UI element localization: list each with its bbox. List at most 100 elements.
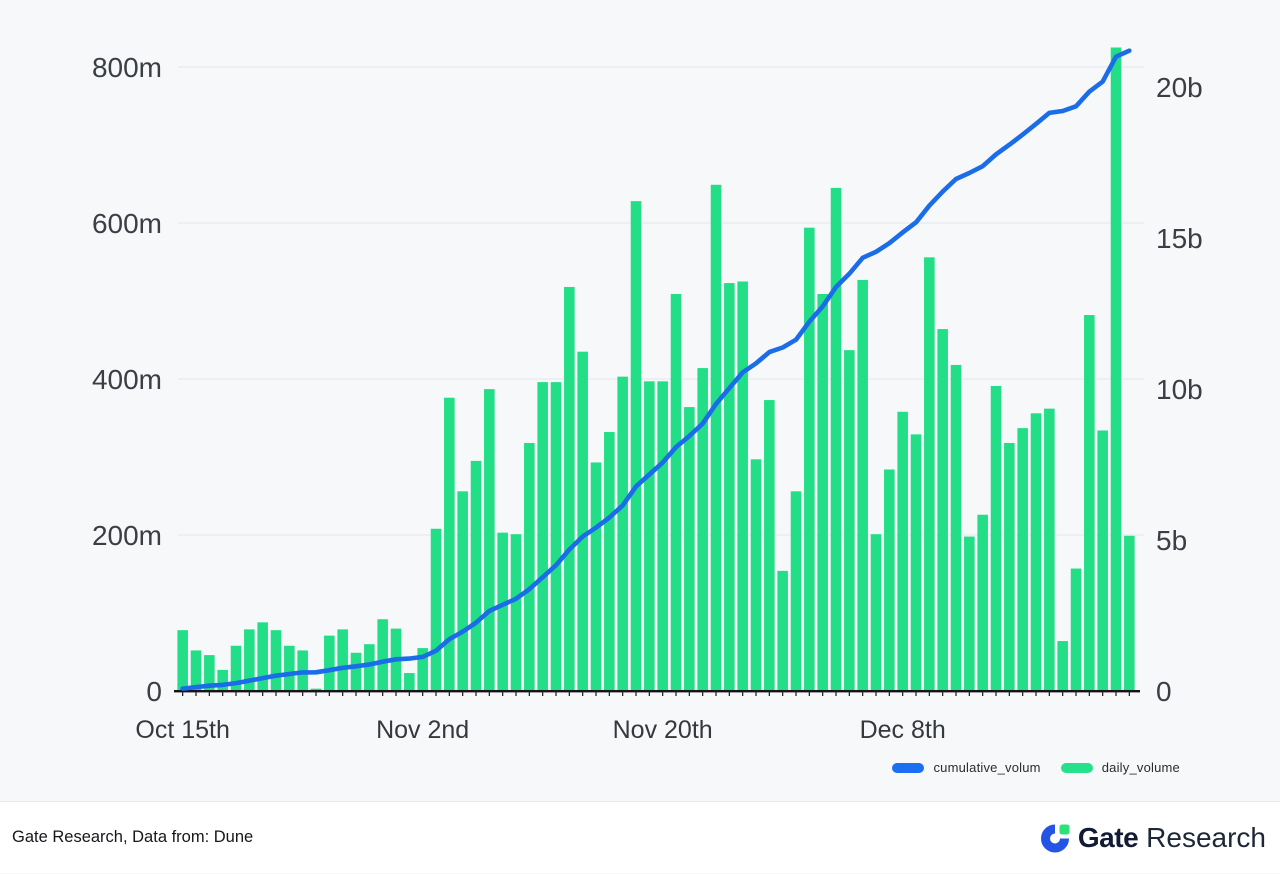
- bar-daily-volume: [924, 257, 935, 691]
- bar-daily-volume: [844, 350, 855, 691]
- bar-daily-volume: [830, 187, 842, 691]
- bar-daily-volume: [697, 368, 708, 691]
- bar-daily-volume: [497, 532, 508, 691]
- bar-daily-volume: [790, 491, 802, 691]
- y-axis-left-label: 0: [146, 676, 162, 707]
- bar-daily-volume: [190, 650, 202, 691]
- bar-daily-volume: [910, 434, 922, 691]
- bar-daily-volume: [777, 570, 788, 691]
- bar-daily-volume: [897, 411, 908, 691]
- bar-daily-volume: [990, 386, 1002, 691]
- bar-daily-volume: [1084, 315, 1095, 691]
- bar-daily-volume: [1097, 430, 1108, 691]
- bar-daily-volume: [564, 286, 575, 691]
- chart-area: 0 200m 400m 600m 800m 0 5b 10b 15b 20b Oct 15th Nov…: [92, 47, 1203, 775]
- bar-daily-volume: [310, 688, 322, 691]
- bar-daily-volume: [270, 630, 282, 691]
- bar-daily-volume: [484, 389, 495, 691]
- bar-daily-volume: [537, 382, 548, 691]
- bar-daily-volume: [870, 534, 882, 691]
- bar-daily-volume: [1030, 413, 1042, 691]
- y-axis-left-label: 800m: [92, 52, 162, 83]
- bar-daily-volume: [430, 528, 442, 691]
- bar-daily-volume: [630, 201, 642, 691]
- x-axis-label: Dec 8th: [860, 716, 946, 744]
- line-cumulative-volume: [180, 48, 1132, 691]
- bar-daily-volume: [457, 491, 468, 691]
- bar-daily-volume: [950, 364, 962, 691]
- y-axis-right-label: 5b: [1156, 525, 1187, 556]
- bar-daily-volume: [604, 432, 615, 691]
- bar-daily-volume: [364, 644, 375, 691]
- bar-daily-volume: [750, 459, 762, 691]
- y-axis-left-label: 400m: [92, 364, 162, 395]
- x-axis-label: Nov 20th: [613, 716, 713, 744]
- legend-item-daily-volume: daily_volume: [1060, 760, 1180, 775]
- legend-swatch-daily-volume-icon: [1060, 762, 1093, 773]
- bar-daily-volume: [524, 442, 535, 691]
- bar-daily-volume: [964, 536, 975, 691]
- bar-daily-volume: [1124, 535, 1135, 691]
- bar-daily-volume: [764, 400, 775, 691]
- legend-label-cumulative-volume: cumulative_volum: [933, 760, 1041, 775]
- bar-daily-volume: [884, 469, 895, 691]
- bar-daily-volume: [737, 281, 748, 691]
- gate-logo-icon: [1040, 824, 1070, 853]
- logo-text-research: Research: [1146, 821, 1266, 853]
- bar-daily-volume: [644, 381, 655, 691]
- y-axis-left-label: 600m: [92, 208, 162, 239]
- bar-daily-volume: [244, 629, 255, 691]
- logo-text-gate: Gate: [1077, 821, 1139, 853]
- bar-daily-volume: [817, 293, 828, 691]
- bar-daily-volume: [177, 630, 188, 691]
- legend-item-cumulative-volume: cumulative_volum: [892, 760, 1041, 775]
- bar-daily-volume: [577, 351, 588, 691]
- bar-daily-volume: [1004, 442, 1015, 691]
- bar-daily-volume: [217, 669, 228, 691]
- bar-daily-volume: [670, 293, 682, 691]
- y-axis-right-label: 20b: [1156, 72, 1203, 103]
- x-axis-label: Oct 15th: [135, 716, 230, 744]
- y-axis-right-label: 15b: [1156, 223, 1203, 254]
- bar-daily-volume: [444, 397, 455, 691]
- bar-daily-volume: [550, 382, 562, 691]
- bar-daily-volume: [724, 283, 735, 691]
- bar-daily-volume: [710, 184, 722, 691]
- bar-daily-volume: [510, 534, 522, 691]
- bar-daily-volume: [804, 227, 815, 691]
- bar-daily-volume: [324, 635, 335, 691]
- legend-swatch-cumulative-volume-icon: [892, 762, 925, 773]
- bar-daily-volume: [284, 645, 295, 691]
- bar-daily-volume: [1110, 47, 1122, 691]
- bar-daily-volume: [1057, 641, 1068, 691]
- bar-daily-volume: [977, 514, 988, 691]
- y-axis-left-label: 200m: [92, 520, 162, 551]
- bar-daily-volume: [337, 629, 348, 691]
- bar-daily-volume: [1044, 408, 1055, 691]
- bar-daily-volume: [1070, 568, 1082, 691]
- bar-daily-volume: [657, 381, 668, 691]
- data-source-attribution: Gate Research, Data from: Dune: [12, 828, 254, 846]
- chart-legend: cumulative_volum daily_volume: [892, 760, 1180, 775]
- volume-chart-canvas: 0 200m 400m 600m 800m 0 5b 10b 15b 20b Oct 15th Nov…: [92, 47, 1203, 744]
- bar-daily-volume: [684, 407, 695, 691]
- legend-label-daily-volume: daily_volume: [1101, 760, 1180, 775]
- bar-daily-volume: [937, 329, 948, 691]
- x-axis-line: [174, 690, 1140, 693]
- bar-daily-volume: [857, 279, 868, 691]
- bar-daily-volume: [404, 673, 415, 691]
- bar-daily-volume: [590, 462, 602, 691]
- bar-daily-volume: [617, 376, 628, 691]
- bar-daily-volume: [470, 460, 482, 691]
- bar-daily-volume: [257, 622, 268, 691]
- x-axis-label: Nov 2nd: [376, 716, 469, 744]
- bar-daily-volume: [377, 619, 388, 691]
- bar-daily-volume: [417, 648, 428, 691]
- y-axis-right-label: 10b: [1156, 374, 1203, 405]
- gate-research-logo: Gate Research: [1040, 821, 1266, 854]
- bar-daily-volume: [230, 645, 242, 691]
- bar-daily-volume: [350, 652, 362, 691]
- y-axis-right-label: 0: [1156, 676, 1172, 707]
- bar-daily-volume: [1017, 428, 1028, 691]
- bar-daily-volume: [204, 655, 215, 691]
